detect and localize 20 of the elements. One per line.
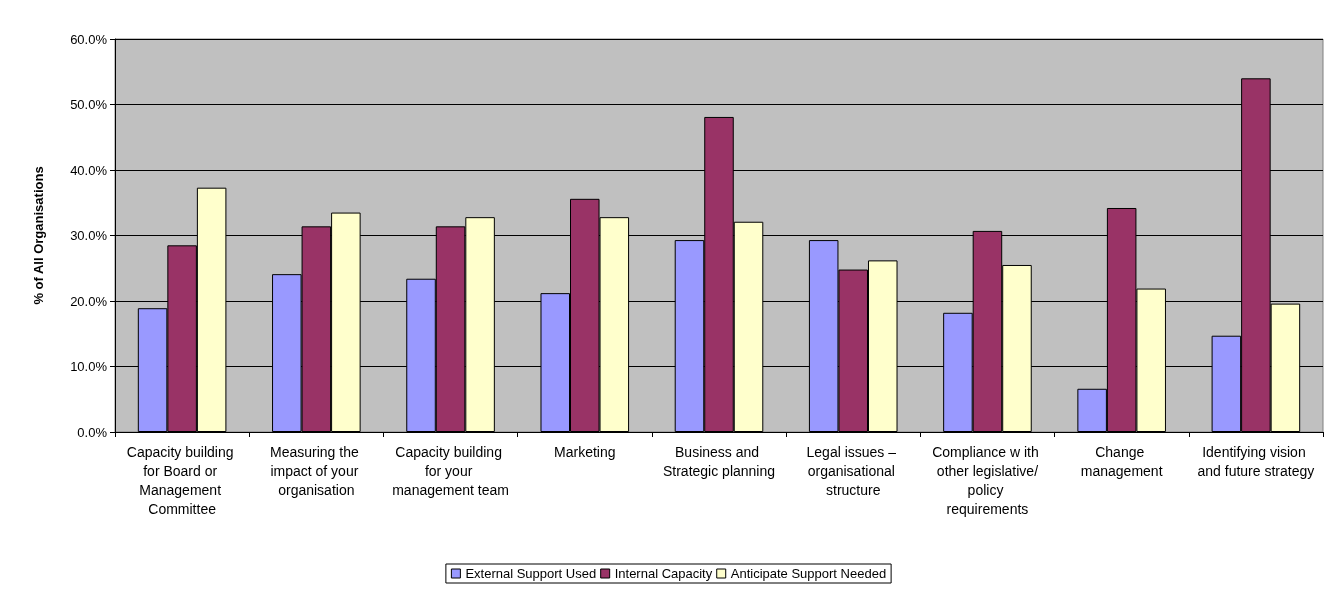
x-tick-label: Identifying vision and future strategy xyxy=(1197,443,1315,479)
x-tick-label: Legal issues – organisational structure xyxy=(806,443,900,498)
legend-label: External Support Used xyxy=(465,566,597,581)
legend-label: Anticipate Support Needed xyxy=(730,566,887,581)
y-tick-label: 60.0% xyxy=(70,31,108,47)
x-tick-label: Capacity building for Board or Management Committee xyxy=(126,443,238,517)
y-tick-label: 0.0% xyxy=(77,424,108,440)
legend-label: Internal Capacity xyxy=(614,566,713,581)
x-tick-label: Marketing xyxy=(554,443,616,460)
y-tick-label: 30.0% xyxy=(70,228,108,243)
x-tick-label: Change management xyxy=(1080,443,1163,479)
x-tick-label: Business and Strategic planning xyxy=(662,443,776,479)
y-tick-label: 10.0% xyxy=(70,359,108,374)
y-tick-label: 20.0% xyxy=(70,293,108,309)
x-tick-label: Measuring the impact of your organisation xyxy=(270,443,363,498)
x-tick-label: Compliance w ith other legislative/policy requirements xyxy=(932,443,1043,517)
y-axis-title: % of All Organisations xyxy=(31,166,46,305)
y-tick-label: 50.0% xyxy=(70,97,108,112)
y-tick-label: 40.0% xyxy=(70,162,108,178)
x-tick-label: Capacity building for your management team xyxy=(392,443,509,498)
